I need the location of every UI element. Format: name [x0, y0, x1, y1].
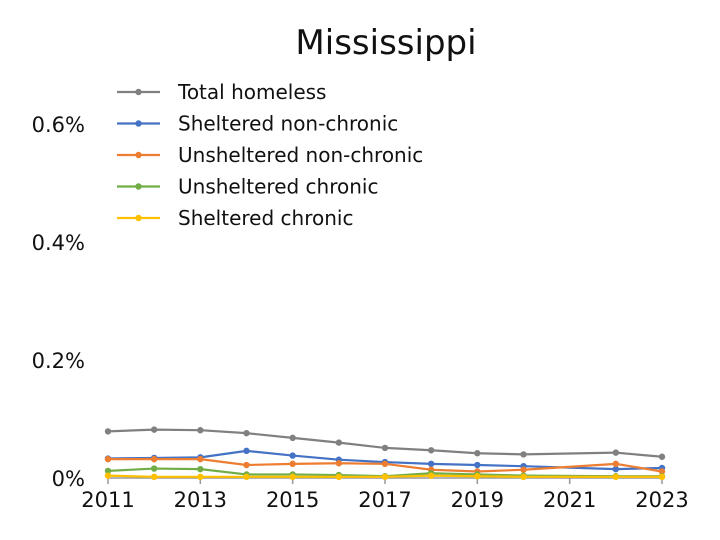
data-point: [335, 439, 343, 446]
plot-area: [104, 426, 666, 481]
data-point: [612, 449, 620, 456]
legend-item: Sheltered chronic: [117, 206, 353, 230]
legend-item: Unsheltered chronic: [117, 175, 378, 199]
data-point: [427, 447, 435, 454]
data-point: [520, 466, 527, 473]
legend-marker: [135, 183, 142, 190]
legend-marker: [135, 120, 142, 127]
series-sheltered-chronic: [104, 472, 666, 481]
legend-item: Unsheltered non-chronic: [117, 143, 423, 167]
series-line: [107, 428, 663, 458]
data-point: [612, 460, 620, 468]
legend-label: Sheltered non-chronic: [178, 112, 398, 136]
x-tick-label: 2021: [543, 488, 596, 512]
x-axis: 2011 2013 2015 2017 2019 2021 2023: [81, 478, 689, 512]
data-point: [150, 426, 158, 433]
y-tick-label: 0.6%: [32, 113, 85, 137]
data-point: [474, 461, 481, 469]
legend-marker: [135, 88, 142, 96]
series-line: [107, 449, 663, 471]
data-point: [612, 465, 620, 473]
legend-marker: [135, 151, 142, 159]
data-point: [612, 473, 620, 481]
data-point: [197, 473, 204, 481]
data-point: [150, 473, 158, 481]
data-point: [658, 473, 666, 481]
data-point: [658, 453, 666, 460]
data-point: [289, 452, 296, 459]
series-line: [108, 458, 663, 473]
data-point: [427, 460, 435, 468]
data-point: [104, 472, 112, 479]
data-point: [427, 472, 435, 479]
data-point: [197, 427, 204, 434]
legend-label: Total homeless: [177, 80, 326, 104]
legend-label: Sheltered chronic: [178, 206, 353, 230]
data-point: [197, 455, 204, 463]
y-tick-label: 0%: [52, 467, 85, 491]
data-point: [104, 428, 112, 435]
data-point: [474, 473, 481, 480]
data-point: [243, 473, 250, 481]
data-point: [381, 444, 389, 452]
chart-title: Mississippi: [295, 23, 476, 63]
legend-label: Unsheltered non-chronic: [178, 143, 423, 167]
data-point: [335, 460, 343, 467]
data-point: [104, 455, 112, 463]
data-point: [520, 451, 527, 458]
x-tick-label: 2011: [81, 488, 134, 512]
data-point: [150, 465, 158, 472]
legend-marker: [135, 214, 142, 222]
legend-item: Sheltered non-chronic: [117, 112, 398, 136]
legend-item: Total homeless: [117, 80, 326, 104]
legend-label: Unsheltered chronic: [178, 175, 378, 199]
x-tick-label: 2019: [451, 488, 504, 512]
data-point: [381, 473, 389, 481]
y-tick-label: 0.4%: [32, 231, 85, 255]
data-point: [289, 434, 296, 442]
data-point: [658, 468, 666, 475]
data-point: [335, 473, 343, 481]
data-point: [289, 460, 296, 468]
y-axis: 0% 0.2% 0.4% 0.6%: [32, 113, 85, 491]
x-tick-label: 2013: [174, 488, 227, 512]
x-tick-label: 2015: [266, 488, 319, 512]
x-tick-label: 2017: [358, 488, 411, 512]
x-tick-label: 2023: [635, 488, 688, 512]
series-line: [107, 474, 662, 478]
data-point: [243, 461, 250, 469]
data-point: [150, 455, 158, 463]
data-point: [243, 429, 250, 437]
data-point: [104, 467, 112, 475]
legend: Total homeless Sheltered non-chronic Unshe…: [117, 80, 423, 230]
data-point: [520, 473, 527, 481]
data-point: [381, 460, 389, 468]
data-point: [474, 450, 481, 457]
series-total-homeless: [104, 426, 666, 460]
data-point: [243, 447, 250, 455]
series-unsheltered-non-chronic: [104, 455, 666, 475]
y-tick-label: 0.2%: [32, 349, 85, 373]
data-point: [197, 465, 204, 473]
data-point: [289, 473, 296, 481]
